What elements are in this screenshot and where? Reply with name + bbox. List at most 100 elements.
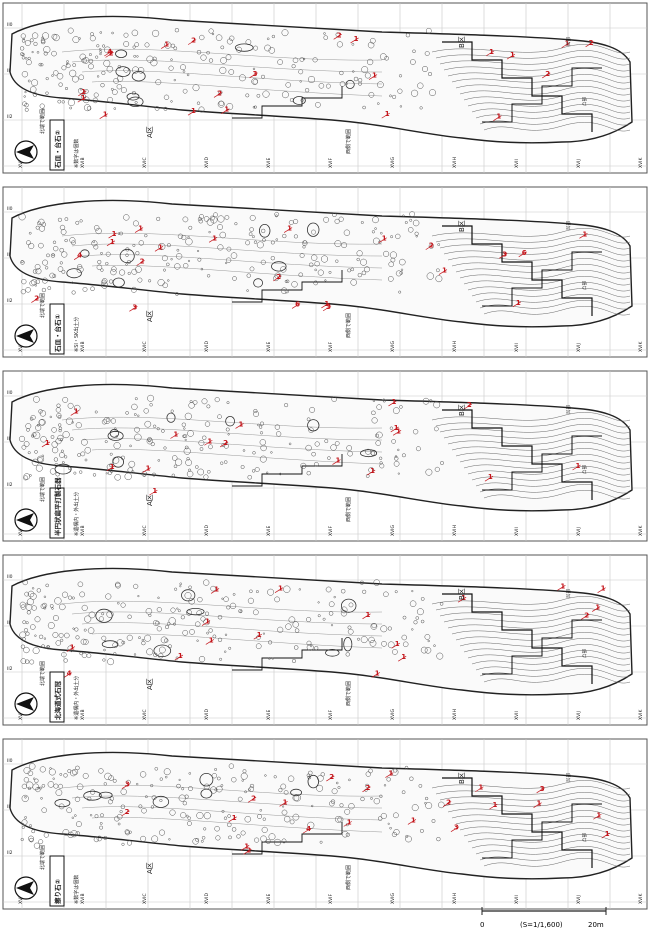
panel-title: 北海道式石冠 bbox=[53, 681, 62, 721]
north-label: 北端で範囲 bbox=[39, 661, 46, 686]
legend-label: 凹部 bbox=[565, 37, 572, 46]
legend-label: 凹部 bbox=[565, 773, 572, 782]
panel-frame bbox=[2, 186, 648, 358]
count-label: 1 bbox=[212, 234, 217, 242]
grid-x-label: XVIE bbox=[266, 710, 272, 720]
grid-x-label: XVIG bbox=[390, 893, 396, 904]
legend-label: 凹部 bbox=[565, 589, 572, 598]
count-label: 1 bbox=[283, 798, 288, 806]
panel-title-box: 半円状扁平打製石器 bbox=[49, 477, 65, 539]
area-b-label: B区 bbox=[458, 404, 466, 416]
grid-x-label: XVIF bbox=[328, 158, 334, 168]
north-arrow-icon bbox=[14, 876, 38, 900]
panel-note: ※遺構内・外出土分 bbox=[73, 676, 80, 720]
scale-ratio: (S=1/1,600) bbox=[520, 921, 563, 929]
site-label: 西側で範囲 bbox=[345, 865, 352, 890]
count-label: 2 bbox=[223, 439, 228, 447]
grid-x-label: XVIH bbox=[452, 893, 458, 904]
count-label: 1 bbox=[207, 437, 212, 445]
grid-x-label: XVIH bbox=[452, 525, 458, 536]
site-label: 西側で範囲 bbox=[345, 313, 352, 338]
count-label: 1 bbox=[516, 299, 521, 307]
site-label: 西側で範囲 bbox=[345, 129, 352, 154]
grid-x-label: XVIH bbox=[452, 709, 458, 720]
legend-label: 凸部 bbox=[581, 281, 588, 290]
grid-x-label: XVIG bbox=[390, 709, 396, 720]
count-label: 2 bbox=[246, 846, 251, 854]
scale-end: 20m bbox=[588, 921, 604, 929]
count-label: 1 bbox=[370, 467, 375, 475]
area-a-label: A区 bbox=[146, 678, 154, 690]
panel-frame bbox=[2, 738, 648, 910]
count-label: 1 bbox=[388, 770, 393, 778]
grid-x-label: XVID bbox=[204, 341, 210, 352]
grid-x-label: XVIC bbox=[142, 525, 148, 536]
count-label: 2 bbox=[446, 799, 451, 807]
grid-x-label: XVIC bbox=[142, 893, 148, 904]
north-arrow-icon bbox=[14, 692, 38, 716]
count-label: 1 bbox=[138, 225, 143, 233]
count-label: 2 bbox=[337, 31, 342, 39]
panel-note: ※SI・SK出土分 bbox=[73, 317, 80, 352]
count-label: 6 bbox=[522, 249, 527, 257]
grid-y-label: II2 bbox=[7, 298, 13, 304]
grid-x-label: XVIB bbox=[80, 709, 86, 720]
count-label: 1 bbox=[565, 40, 570, 48]
panel-frame bbox=[2, 554, 648, 726]
count-label: 2 bbox=[584, 611, 589, 619]
legend-label: 凸部 bbox=[581, 465, 588, 474]
count-label: 1 bbox=[214, 585, 219, 593]
grid-x-label: XVIG bbox=[390, 525, 396, 536]
grid-x-label: XVID bbox=[204, 709, 210, 720]
legend-label: 凸部 bbox=[581, 833, 588, 842]
panel-note: ※数字は個数 bbox=[73, 875, 80, 904]
count-label: 1 bbox=[110, 463, 115, 471]
grid-x-label: XVIK bbox=[638, 893, 644, 904]
count-label: 2 bbox=[191, 37, 196, 45]
area-a-label: A区 bbox=[146, 126, 154, 138]
count-label: 1 bbox=[354, 35, 359, 43]
count-label: 1 bbox=[489, 48, 494, 56]
count-label: 1 bbox=[110, 238, 115, 246]
count-label: 1 bbox=[278, 585, 283, 593]
count-label: 1 bbox=[178, 652, 183, 660]
grid-x-label: XVIK bbox=[638, 525, 644, 536]
scale-start: 0 bbox=[480, 921, 484, 929]
step-boundaries bbox=[232, 41, 602, 132]
count-label: 1 bbox=[396, 427, 401, 435]
grid-x-label: XVIJ bbox=[576, 895, 582, 904]
count-label: 2 bbox=[589, 39, 594, 47]
grid-y-label: II2 bbox=[7, 482, 13, 488]
grid-x-label: XVII bbox=[514, 711, 520, 720]
grid-x-label: XVIJ bbox=[576, 159, 582, 168]
count-label: 3 bbox=[132, 303, 137, 311]
panel-frame bbox=[2, 2, 648, 174]
count-label: 1 bbox=[576, 462, 581, 470]
grid-x-label: XVIE bbox=[266, 526, 272, 536]
count-label: 1 bbox=[232, 814, 237, 822]
panel-title: 擦り石② bbox=[53, 879, 62, 905]
count-label: 1 bbox=[411, 816, 416, 824]
grid-x-label: XVIF bbox=[328, 710, 334, 720]
count-label: 1 bbox=[605, 830, 610, 838]
panel-title-box: 北海道式石冠 bbox=[49, 671, 65, 723]
count-label: 1 bbox=[510, 51, 515, 59]
count-label: 1 bbox=[392, 398, 397, 406]
north-label: 北端で範囲 bbox=[39, 109, 46, 134]
legend-label: 凹部 bbox=[565, 221, 572, 230]
count-label: 1 bbox=[257, 631, 262, 639]
panel-note: ※数字は個数 bbox=[73, 139, 80, 168]
count-label: 1 bbox=[595, 604, 600, 612]
count-label: 1 bbox=[372, 72, 377, 80]
count-label: 1 bbox=[488, 473, 493, 481]
count-label: 1 bbox=[385, 110, 390, 118]
grid-x-label: XVID bbox=[204, 525, 210, 536]
count-label: 1 bbox=[287, 225, 292, 233]
count-label: 2 bbox=[217, 89, 222, 97]
count-label: 2 bbox=[140, 258, 145, 266]
step-boundaries bbox=[232, 225, 602, 316]
panel-3: XVIA XVIB XVIC XVID XVIE XVIF XVIG XVIH XVII XVIJ… bbox=[2, 370, 648, 542]
count-label: 2 bbox=[366, 784, 371, 792]
panel-title: 石皿・台石② bbox=[53, 130, 62, 170]
feature-pits bbox=[19, 579, 444, 666]
